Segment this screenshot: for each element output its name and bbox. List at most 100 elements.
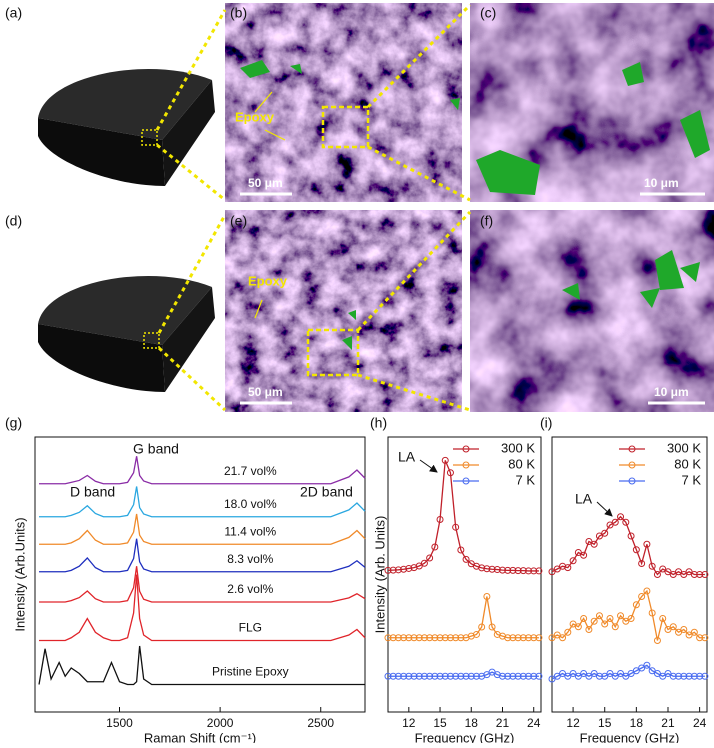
marker bbox=[664, 670, 672, 677]
panel-label: (e) bbox=[230, 213, 247, 229]
marker bbox=[585, 672, 593, 680]
marker bbox=[590, 617, 598, 625]
marker bbox=[436, 672, 444, 680]
x-tick-label: 21 bbox=[496, 716, 510, 730]
marker bbox=[685, 631, 693, 639]
x-tick-label: 24 bbox=[693, 716, 707, 730]
panel-label: (a) bbox=[5, 5, 22, 21]
marker bbox=[643, 661, 651, 669]
marker bbox=[389, 566, 397, 574]
marker bbox=[530, 672, 538, 680]
marker bbox=[664, 626, 672, 633]
marker bbox=[452, 672, 460, 680]
annotation: D band bbox=[70, 484, 115, 500]
marker bbox=[441, 672, 449, 680]
panel-label: (g) bbox=[5, 415, 22, 431]
scale-bar-label: 50 μm bbox=[248, 385, 283, 399]
marker bbox=[431, 672, 439, 680]
marker bbox=[638, 664, 646, 672]
marker bbox=[617, 612, 625, 620]
annotation-arrow bbox=[419, 459, 438, 473]
series-line bbox=[387, 460, 539, 572]
marker bbox=[590, 540, 598, 548]
marker bbox=[519, 634, 527, 642]
marker bbox=[441, 456, 449, 464]
marker bbox=[632, 667, 640, 675]
panel-label: (c) bbox=[480, 5, 496, 21]
marker bbox=[389, 672, 397, 680]
marker bbox=[530, 634, 538, 642]
marker bbox=[478, 623, 486, 631]
marker bbox=[559, 670, 567, 677]
marker bbox=[405, 672, 413, 680]
marker bbox=[441, 634, 449, 642]
marker bbox=[680, 571, 688, 578]
marker bbox=[405, 564, 413, 572]
series-label: 8.3 vol% bbox=[227, 552, 273, 566]
marker bbox=[701, 672, 709, 680]
marker bbox=[574, 549, 582, 556]
scale-bar-label: 50 μm bbox=[248, 176, 283, 190]
y-axis-label: Intensity (Arb.Units) bbox=[12, 517, 27, 631]
series-line bbox=[39, 513, 366, 545]
marker bbox=[696, 634, 704, 642]
marker bbox=[643, 587, 651, 595]
x-tick-label: 18 bbox=[630, 716, 644, 730]
marker bbox=[548, 568, 556, 576]
x-tick-label: 21 bbox=[661, 716, 675, 730]
marker bbox=[548, 675, 556, 683]
marker bbox=[696, 571, 704, 578]
marker bbox=[611, 672, 619, 680]
marker bbox=[446, 672, 454, 680]
panel-label: (d) bbox=[5, 213, 22, 229]
marker bbox=[525, 672, 533, 680]
marker bbox=[553, 565, 561, 573]
marker bbox=[452, 523, 460, 531]
marker bbox=[574, 623, 582, 631]
marker bbox=[632, 601, 640, 609]
marker bbox=[653, 571, 661, 578]
marker bbox=[509, 634, 517, 642]
x-axis-label: Frequency (GHz) bbox=[580, 730, 680, 743]
annotation: Epoxy bbox=[235, 109, 275, 124]
marker bbox=[611, 518, 619, 526]
marker bbox=[446, 469, 454, 477]
marker bbox=[701, 571, 709, 578]
legend-marker bbox=[462, 445, 470, 453]
x-axis-label: Raman Shift (cm⁻¹) bbox=[144, 730, 256, 743]
marker bbox=[611, 623, 619, 631]
marker bbox=[525, 567, 533, 575]
marker bbox=[559, 634, 567, 642]
series-label: 18.0 vol% bbox=[224, 497, 277, 511]
marker bbox=[452, 634, 460, 642]
marker bbox=[696, 672, 704, 680]
marker bbox=[627, 615, 635, 622]
marker bbox=[638, 593, 646, 600]
marker bbox=[431, 634, 439, 642]
x-tick-label: 1500 bbox=[106, 716, 133, 730]
marker bbox=[436, 516, 444, 523]
marker bbox=[509, 566, 517, 574]
plot-frame bbox=[387, 436, 542, 713]
marker bbox=[659, 565, 667, 573]
marker bbox=[426, 554, 434, 562]
plot-frame bbox=[34, 436, 366, 713]
marker bbox=[384, 634, 392, 642]
x-tick-label: 2000 bbox=[207, 716, 234, 730]
legend-marker bbox=[462, 477, 470, 485]
marker bbox=[690, 672, 698, 680]
panel-label: (b) bbox=[230, 5, 247, 21]
marker bbox=[675, 568, 683, 576]
annotation: 2D band bbox=[300, 484, 353, 500]
marker bbox=[462, 672, 470, 680]
marker bbox=[627, 670, 635, 677]
marker bbox=[680, 626, 688, 633]
marker bbox=[420, 559, 428, 567]
marker bbox=[601, 620, 609, 628]
marker bbox=[664, 568, 672, 576]
marker bbox=[675, 672, 683, 680]
annotation: LA bbox=[575, 491, 593, 507]
marker bbox=[648, 609, 656, 617]
marker bbox=[514, 672, 522, 680]
